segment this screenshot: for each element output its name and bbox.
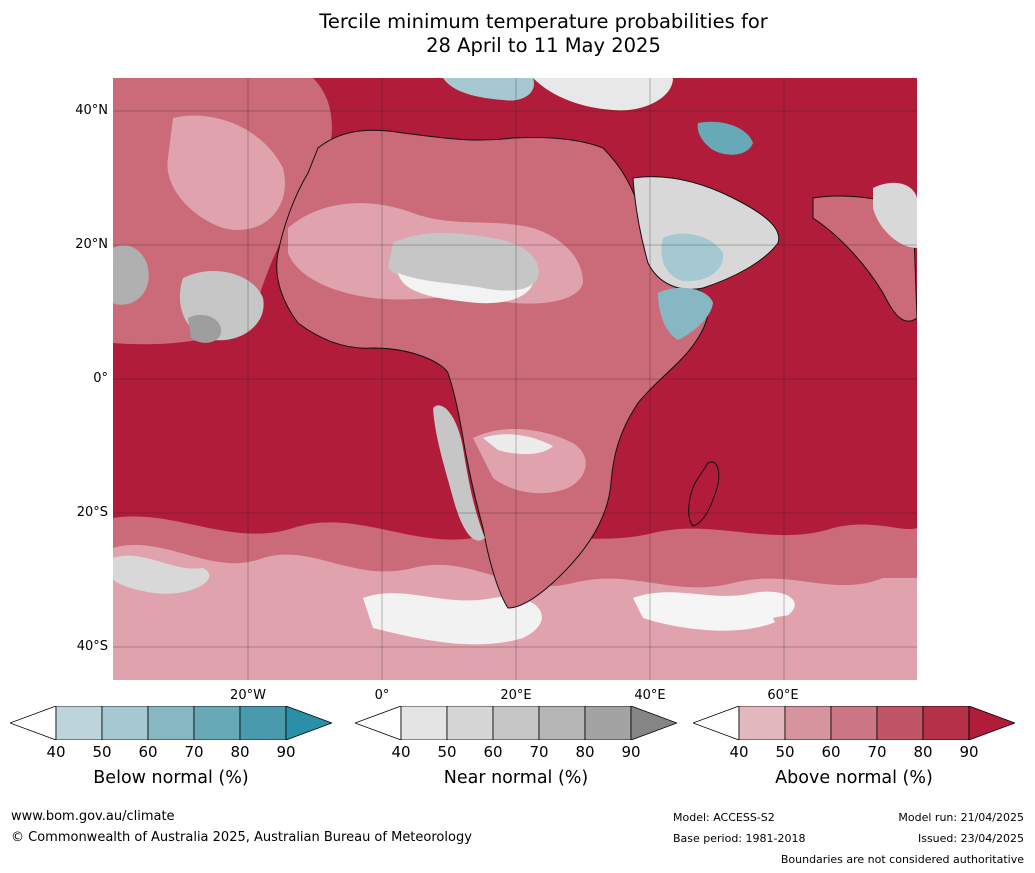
colorbar-near — [355, 706, 677, 740]
colorbar-below-segment — [239, 706, 287, 740]
southern-ocean-white-patch2 — [633, 591, 795, 631]
colorbar-near-high-extend — [630, 706, 677, 740]
map-title-line2: 28 April to 11 May 2025 — [426, 34, 661, 57]
colorbar-near-segment — [538, 706, 586, 740]
mediterranean-blue — [443, 78, 534, 101]
colorbar-above — [693, 706, 1015, 740]
footer-model: Model: ACCESS-S2 — [673, 811, 775, 824]
colorbar-near-low-extend — [355, 706, 402, 740]
colorbar-below-segment — [55, 706, 103, 740]
colorbar-above-tick: 40 — [729, 743, 749, 761]
colorbar-above-tick: 80 — [913, 743, 933, 761]
footer-base-period: Base period: 1981-2018 — [673, 832, 806, 845]
lat-label-40s: 40°S — [76, 639, 108, 654]
colorbar-above-tick: 70 — [867, 743, 887, 761]
north-atlantic-light — [167, 115, 285, 230]
colorbar-near-segment — [584, 706, 632, 740]
colorbar-above-segment — [922, 706, 970, 740]
madagascar — [688, 461, 720, 527]
colorbar-above-label: Above normal (%) — [775, 768, 933, 788]
colorbar-below-tick: 70 — [184, 743, 204, 761]
lat-label-20n: 20°N — [75, 237, 108, 252]
colorbar-above-segment — [876, 706, 924, 740]
colorbar-below-segment — [193, 706, 241, 740]
colorbar-above-tick: 60 — [821, 743, 841, 761]
colorbar-near-tick: 80 — [575, 743, 595, 761]
lon-label-20e: 20°E — [500, 688, 532, 703]
lon-label-0: 0° — [374, 688, 390, 703]
footer-model-run: Model run: 21/04/2025 — [898, 811, 1024, 824]
southern-africa-white — [483, 434, 553, 455]
sahel-white-band — [398, 273, 533, 304]
colorbar-below-tick: 50 — [92, 743, 112, 761]
yemen-blue — [661, 233, 724, 282]
colorbar-below-low-extend — [10, 706, 57, 740]
lon-label-20w: 20°W — [230, 688, 266, 703]
europe-light — [533, 78, 673, 111]
colorbar-below-segment — [101, 706, 149, 740]
southern-ocean-white-patch — [363, 593, 542, 645]
colorbar-below-tick: 90 — [276, 743, 296, 761]
horn-of-africa-blue — [658, 287, 713, 340]
colorbar-near-segment — [492, 706, 540, 740]
lat-label-0: 0° — [93, 371, 108, 386]
colorbar-above-high-extend — [968, 706, 1015, 740]
lat-label-40n: 40°N — [75, 103, 108, 118]
colorbar-near-segment — [446, 706, 494, 740]
colorbar-near-segment — [400, 706, 448, 740]
lat-label-20s: 20°S — [76, 505, 108, 520]
colorbar-below-tick: 80 — [230, 743, 250, 761]
colorbar-near-tick: 50 — [437, 743, 457, 761]
southern-ocean-light2 — [773, 612, 917, 680]
colorbar-above-segment — [738, 706, 786, 740]
colorbar-below-label: Below normal (%) — [93, 768, 249, 788]
colorbar-near-tick: 40 — [391, 743, 411, 761]
colorbar-above-tick: 90 — [959, 743, 979, 761]
gridlines — [113, 78, 917, 680]
southern-ocean-gray-patch — [113, 555, 210, 594]
probability-map — [113, 78, 917, 680]
map-title: Tercile minimum temperature probabilitie… — [0, 10, 1035, 58]
sahel-gray-band — [388, 233, 539, 291]
footer-issued: Issued: 23/04/2025 — [917, 832, 1024, 845]
north-atlantic-gray — [113, 245, 149, 305]
colorbar-below-tick: 40 — [46, 743, 66, 761]
colorbar-above-segment — [784, 706, 832, 740]
map-title-line1: Tercile minimum temperature probabilitie… — [319, 10, 768, 33]
footer-copyright: © Commonwealth of Australia 2025, Austra… — [11, 830, 472, 845]
colorbar-above-segment — [830, 706, 878, 740]
colorbar-above-tick: 50 — [775, 743, 795, 761]
namibia-gray — [433, 405, 485, 541]
colorbar-below — [10, 706, 332, 740]
cape-verde-dark — [188, 314, 222, 343]
colorbar-above-low-extend — [693, 706, 740, 740]
map-canvas — [113, 78, 917, 680]
colorbar-near-tick: 90 — [621, 743, 641, 761]
colorbar-near-tick: 70 — [529, 743, 549, 761]
footer-website: www.bom.gov.au/climate — [11, 809, 175, 824]
colorbar-below-segment — [147, 706, 195, 740]
colorbar-below-high-extend — [285, 706, 332, 740]
iran-blue — [697, 121, 753, 155]
lon-label-60e: 60°E — [767, 688, 799, 703]
lon-label-40e: 40°E — [634, 688, 666, 703]
colorbar-near-label: Near normal (%) — [443, 768, 589, 788]
india-gray — [873, 182, 917, 248]
colorbar-near-tick: 60 — [483, 743, 503, 761]
footer-disclaimer: Boundaries are not considered authoritat… — [780, 853, 1024, 866]
colorbar-below-tick: 60 — [138, 743, 158, 761]
